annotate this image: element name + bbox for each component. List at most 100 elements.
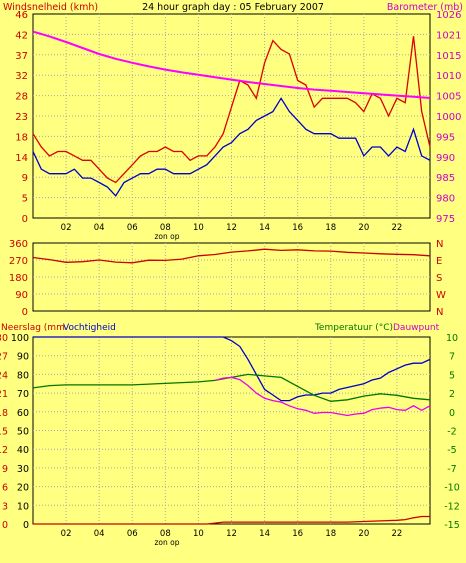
temperature-tick-label: 7	[449, 352, 455, 363]
humidity-tick-label: 90	[17, 352, 29, 363]
chart-title: 24 hour graph day : 05 February 2007	[142, 2, 324, 13]
barometer-tick-label: 1026	[436, 10, 461, 21]
humidity-tick-label: 100	[11, 333, 29, 344]
temperature-tick-label: -5	[447, 445, 456, 456]
x-tick-label: 20	[358, 529, 369, 539]
x-tick-label: 12	[226, 223, 237, 233]
wind-gust-line	[32, 36, 431, 184]
wind-tick-label: 5	[22, 194, 28, 205]
x-tick-label: 10	[193, 223, 204, 233]
barometer-tick-label: 975	[436, 214, 455, 225]
x-tick-label: 02	[61, 529, 72, 539]
barometer-tick-label: 1005	[436, 92, 461, 103]
wind-tick-label: 23	[15, 112, 28, 123]
x-tick-label: 22	[392, 529, 403, 539]
rain-tick-label: 12	[0, 445, 8, 456]
barometer-tick-label: 990	[436, 153, 455, 164]
barometer-line	[32, 30, 431, 99]
humidity-tick-label: 10	[17, 501, 29, 512]
temperature-tick-label: 10	[446, 333, 458, 344]
temperature-tick-label: -2	[447, 427, 456, 438]
x-tick-label: 02	[61, 223, 72, 233]
temperature-tick-label: -7	[447, 464, 456, 475]
wind-tick-label: 32	[15, 71, 28, 82]
wind-tick-label: 14	[15, 153, 28, 164]
x-tick-label: 14	[259, 223, 270, 233]
barometer-tick-label: 980	[436, 194, 455, 205]
barometer-tick-label: 1021	[436, 30, 461, 41]
rain-tick-label: 21	[0, 389, 8, 400]
rain-tick-label: 24	[0, 370, 8, 381]
humidity-tick-label: 60	[17, 408, 29, 419]
x-tick-label: 04	[94, 529, 105, 539]
wind-tick-label: 37	[15, 51, 28, 62]
x-tick-label: 12	[226, 529, 237, 539]
rain-tick-label: 18	[0, 408, 8, 419]
direction-tick-label: 270	[9, 256, 28, 267]
temperature-tick-label: 5	[449, 370, 455, 381]
x-tick-label: 06	[127, 223, 138, 233]
wind-tick-label: 28	[15, 92, 28, 103]
chart-series	[32, 30, 431, 525]
wind-axis-label: Windsnelheid (kmh)	[3, 2, 98, 13]
humidity-tick-label: 20	[17, 483, 29, 494]
humidity-tick-label: 0	[23, 520, 29, 531]
x-tick-label: 10	[193, 529, 204, 539]
rain-tick-label: 9	[2, 464, 8, 475]
barometer-tick-label: 995	[436, 132, 455, 143]
sunrise-label: zon op	[154, 232, 179, 241]
x-tick-label: 20	[358, 223, 369, 233]
x-tick-label: 16	[292, 223, 303, 233]
wind-average-line	[32, 97, 431, 197]
x-tick-label: 16	[292, 529, 303, 539]
direction-tick-label: 0	[22, 307, 28, 318]
barometer-tick-label: 985	[436, 173, 455, 184]
rain-tick-label: 27	[0, 352, 8, 363]
chart-labels: Windsnelheid (kmh) 24 hour graph day : 0…	[0, 2, 463, 547]
wind-tick-label: 46	[15, 10, 28, 21]
barometer-tick-label: 1000	[436, 112, 461, 123]
x-tick-label: 08	[160, 223, 171, 233]
wind-tick-label: 9	[22, 173, 28, 184]
rain-tick-label: 3	[2, 501, 8, 512]
x-tick-label: 22	[392, 223, 403, 233]
humidity-axis-label: Vochtigheid	[63, 323, 116, 333]
humidity-tick-label: 50	[17, 427, 29, 438]
wind-direction-line	[32, 248, 431, 264]
x-tick-label: 14	[259, 529, 270, 539]
barometer-axis-label: Barometer (mb)	[387, 2, 463, 13]
direction-tick-label: 180	[9, 273, 28, 284]
temperature-tick-label: -15	[444, 520, 460, 531]
humidity-tick-label: 70	[17, 389, 29, 400]
compass-tick-label: W	[436, 290, 446, 301]
compass-tick-label: S	[436, 273, 442, 284]
x-tick-label: 18	[325, 223, 336, 233]
dewpoint-line	[214, 376, 431, 417]
compass-tick-label: N	[436, 307, 443, 318]
barometer-tick-label: 1015	[436, 51, 461, 62]
temperature-tick-label: -12	[444, 501, 460, 512]
temperature-tick-label: -10	[444, 483, 460, 494]
rain-tick-label: 0	[2, 520, 8, 531]
humidity-tick-label: 80	[17, 370, 29, 381]
barometer-tick-label: 1010	[436, 71, 461, 82]
temperature-tick-label: 0	[449, 408, 455, 419]
rain-axis-label: Neerslag (mm	[1, 323, 65, 333]
compass-tick-label: N	[436, 239, 443, 250]
chart-backgrounds	[32, 13, 431, 525]
humidity-line	[33, 336, 431, 402]
rain-tick-label: 30	[0, 333, 8, 344]
humidity-tick-label: 30	[17, 464, 29, 475]
sunrise-label: zon op	[154, 538, 179, 547]
direction-tick-label: 360	[9, 239, 28, 250]
direction-tick-label: 90	[15, 290, 28, 301]
x-tick-label: 04	[94, 223, 105, 233]
humidity-tick-label: 40	[17, 445, 29, 456]
rain-tick-label: 15	[0, 427, 8, 438]
rain-tick-label: 6	[2, 483, 8, 494]
temperature-tick-label: 2	[449, 389, 455, 400]
x-tick-label: 18	[325, 529, 336, 539]
rain-line	[33, 515, 430, 525]
wind-tick-label: 0	[22, 214, 28, 225]
